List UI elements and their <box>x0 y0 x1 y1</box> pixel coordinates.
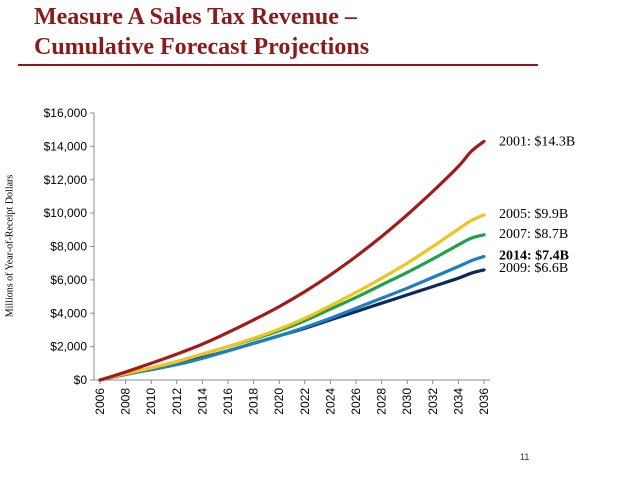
x-tick-label: 2026 <box>349 388 363 415</box>
x-tick-label: 2016 <box>221 388 235 415</box>
x-tick-label: 2010 <box>144 388 158 415</box>
y-tick-label: $6,000 <box>50 273 87 287</box>
x-tick-label: 2014 <box>195 388 209 415</box>
y-tick-label: $0 <box>74 373 88 387</box>
y-tick-label: $16,000 <box>44 106 88 120</box>
y-tick-label: $14,000 <box>44 139 88 153</box>
x-tick-label: 2020 <box>272 388 286 415</box>
x-tick-label: 2018 <box>247 388 261 415</box>
slide-title-line-1: Measure A Sales Tax Revenue – <box>34 4 357 30</box>
y-tick-label: $8,000 <box>50 240 87 254</box>
x-tick-label: 2008 <box>119 388 133 415</box>
x-tick-label: 2024 <box>323 388 337 415</box>
slide-title-line-2: Cumulative Forecast Projections <box>34 34 370 60</box>
slide-title: Measure A Sales Tax Revenue – Cumulative… <box>34 2 594 62</box>
series-line-2005 <box>98 213 486 382</box>
page-number: 11 <box>520 452 530 462</box>
y-tick-label: $2,000 <box>50 340 87 354</box>
x-tick-label: 2028 <box>375 388 389 415</box>
x-tick-label: 2012 <box>170 388 184 415</box>
x-tick-label: 2022 <box>298 388 312 415</box>
series-end-label-2014: 2014: $7.4B <box>499 249 569 264</box>
series-line-2007 <box>98 233 486 382</box>
series-line-2001 <box>98 139 486 382</box>
title-underline <box>18 64 538 66</box>
series-end-label-2007: 2007: $8.7B <box>499 227 568 242</box>
series-end-label-2009: 2009: $6.6B <box>499 261 568 276</box>
x-tick-label: 2036 <box>477 388 491 415</box>
x-tick-label: 2032 <box>426 388 440 415</box>
x-tick-label: 2034 <box>451 388 465 415</box>
x-tick-label: 2030 <box>400 388 414 415</box>
y-tick-label: $10,000 <box>44 206 88 220</box>
y-tick-label: $4,000 <box>50 306 87 320</box>
y-tick-label: $12,000 <box>44 173 88 187</box>
x-tick-label: 2006 <box>93 388 107 415</box>
series-end-label-2005: 2005: $9.9B <box>499 207 568 222</box>
series-line-2014 <box>98 254 486 382</box>
series-end-label-2001: 2001: $14.3B <box>499 134 575 149</box>
